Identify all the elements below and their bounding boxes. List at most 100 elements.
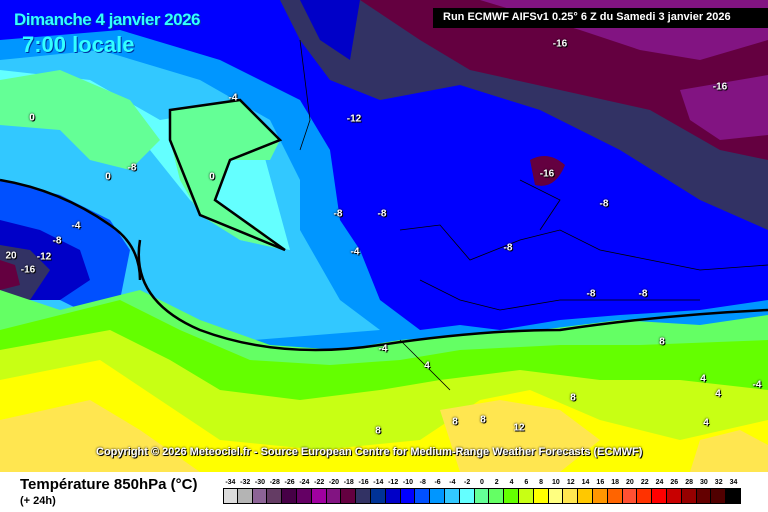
scale-tick-label: -12	[388, 479, 399, 486]
scale-tick-label: -32	[240, 479, 251, 486]
scale-swatch	[666, 488, 682, 504]
scale-step: -12	[385, 478, 401, 504]
contour-label: -4	[752, 379, 762, 391]
contour-label: -16	[712, 81, 728, 93]
scale-step: 14	[578, 478, 593, 504]
scale-swatch	[489, 488, 505, 504]
scale-swatch	[459, 488, 475, 504]
scale-tick-label: 0	[479, 479, 484, 486]
scale-swatch	[548, 488, 564, 504]
scale-tick-label: 18	[611, 479, 620, 486]
contour-label: 0	[29, 112, 35, 124]
contour-label: 12	[513, 422, 525, 434]
scale-step: -28	[267, 478, 283, 504]
scale-swatch	[326, 488, 342, 504]
scale-step: -10	[400, 478, 416, 504]
scale-swatch	[711, 488, 727, 504]
scale-swatch	[444, 488, 460, 504]
scale-step: -16	[356, 478, 371, 504]
contour-label: -4	[378, 343, 388, 355]
scale-swatch	[415, 488, 431, 504]
scale-swatch	[726, 488, 741, 504]
scale-step: 16	[592, 478, 608, 504]
scale-tick-label: -20	[328, 479, 340, 486]
scale-swatch	[518, 488, 534, 504]
scale-step: -32	[237, 478, 253, 504]
scale-step: 10	[548, 478, 564, 504]
contour-label: -8	[377, 208, 387, 220]
scale-step: -14	[370, 478, 386, 504]
contour-label: 0	[209, 171, 215, 183]
scale-step: 20	[622, 478, 638, 504]
scale-step: 30	[696, 478, 712, 504]
scale-step: -30	[252, 478, 268, 504]
scale-swatch	[311, 488, 327, 504]
scale-tick-label: 14	[581, 479, 590, 486]
scale-swatch	[296, 488, 312, 504]
scale-swatch	[637, 488, 653, 504]
scale-tick-label: 30	[700, 479, 708, 486]
scale-swatch	[696, 488, 712, 504]
contour-label: -8	[503, 242, 513, 254]
scale-tick-label: 24	[655, 479, 664, 486]
scale-swatch	[681, 488, 697, 504]
forecast-time: 7:00 locale	[22, 32, 135, 57]
scale-tick-label: -26	[284, 479, 295, 486]
contour-label: -4	[228, 92, 238, 104]
scale-tick-label: -8	[419, 479, 426, 486]
scale-step: 32	[711, 478, 727, 504]
scale-tick-label: -24	[299, 479, 310, 486]
scale-tick-label: 34	[729, 479, 738, 486]
contour-label: 4	[715, 388, 721, 400]
scale-step: 4	[504, 478, 519, 504]
scale-tick-label: 10	[552, 479, 560, 486]
scale-tick-label: -30	[254, 479, 266, 486]
scale-tick-label: -16	[358, 479, 369, 486]
run-info: Run ECMWF AIFSv1 0.25° 6 Z du Samedi 3 j…	[433, 8, 768, 28]
contour-label: 8	[659, 336, 665, 348]
scale-swatch	[370, 488, 386, 504]
map-field	[0, 0, 768, 472]
contour-label: 8	[452, 416, 458, 428]
scale-swatch	[563, 488, 579, 504]
contour-label: -16	[539, 168, 555, 180]
scale-tick-label: 2	[494, 479, 499, 486]
scale-tick-label: -28	[269, 479, 280, 486]
scale-tick-label: 32	[714, 479, 723, 486]
contour-label: 8	[375, 425, 381, 437]
scale-tick-label: -34	[225, 479, 236, 486]
scale-swatch	[385, 488, 401, 504]
scale-step: -26	[282, 478, 297, 504]
scale-swatch	[356, 488, 371, 504]
scale-swatch	[223, 488, 238, 504]
scale-tick-label: 22	[640, 479, 649, 486]
scale-swatch	[430, 488, 445, 504]
scale-swatch	[341, 488, 357, 504]
scale-tick-label: -2	[464, 479, 471, 486]
scale-step: 34	[726, 478, 741, 504]
scale-step: 6	[518, 478, 534, 504]
copyright-notice: Copyright © 2026 Meteociel.fr - Source E…	[96, 446, 643, 458]
scale-tick-label: -22	[314, 479, 325, 486]
scale-tick-label: 6	[524, 479, 529, 486]
scale-tick-label: 16	[596, 479, 605, 486]
scale-tick-label: -18	[343, 479, 354, 486]
scale-step: -20	[326, 478, 342, 504]
scale-step: 2	[489, 478, 505, 504]
scale-tick-label: -6	[434, 479, 441, 486]
scale-swatch	[622, 488, 638, 504]
scale-tick-label: 20	[626, 479, 634, 486]
scale-swatch	[607, 488, 623, 504]
scale-step: 22	[637, 478, 653, 504]
contour-label: 4	[703, 417, 709, 429]
scale-step: -8	[415, 478, 431, 504]
scale-tick-label: 28	[685, 479, 693, 486]
scale-swatch	[592, 488, 608, 504]
contour-label: -16	[552, 38, 568, 50]
scale-swatch	[267, 488, 283, 504]
contour-label: -4	[71, 220, 81, 232]
contour-label: -8	[638, 288, 648, 300]
scale-step: 24	[652, 478, 667, 504]
scale-swatch	[578, 488, 593, 504]
scale-step: 28	[681, 478, 697, 504]
